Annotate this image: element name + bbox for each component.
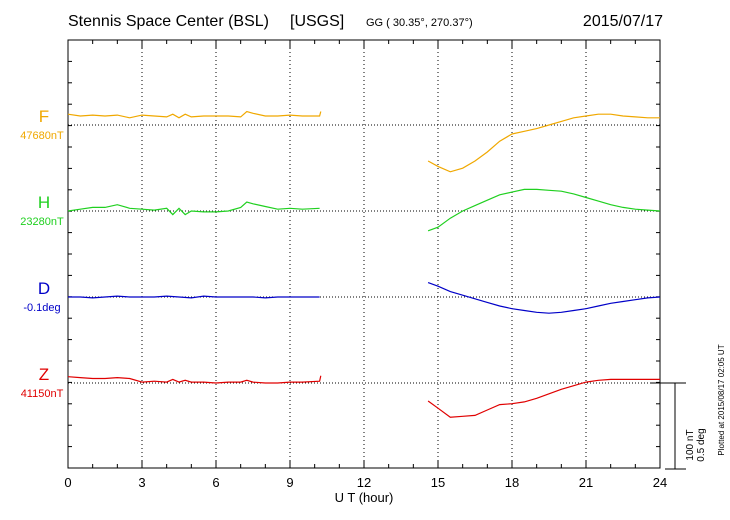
x-axis-title: U T (hour) [335, 490, 394, 505]
series-line-h [67, 201, 320, 216]
x-tick-label: 24 [653, 475, 667, 490]
series-baseline-value-d: -0.1deg [23, 302, 60, 314]
series-line-z [427, 378, 660, 418]
scale-bar: 100 nT 0.5 deg [651, 382, 707, 470]
date-label: 2015/07/17 [583, 13, 663, 30]
series-letter-h: H [38, 193, 50, 212]
series-line-f [427, 113, 660, 173]
series-labels: F 47680nT H 23280nT D -0.1deg Z 41150nT [20, 107, 64, 400]
station-title: Stennis Space Center (BSL) [68, 13, 269, 30]
series-line-d [427, 282, 661, 314]
x-tick-label: 3 [138, 475, 145, 490]
scale-bar-deg-label: 0.5 deg [696, 428, 707, 461]
series-line-f [67, 110, 322, 119]
x-tick-label: 15 [431, 475, 445, 490]
series-line-d [68, 295, 320, 299]
agency-label: [USGS] [290, 13, 344, 30]
series-lines [67, 110, 661, 418]
scale-bar-nt-label: 100 nT [685, 429, 696, 460]
grid-lines [141, 40, 587, 468]
x-tick-label: 9 [286, 475, 293, 490]
series-letter-z: Z [39, 365, 49, 384]
x-tick-label: 12 [357, 475, 371, 490]
axis-ticks [67, 40, 661, 469]
series-baseline-value-h: 23280nT [20, 216, 64, 228]
series-line-z [67, 375, 322, 384]
x-tick-label: 21 [579, 475, 593, 490]
x-tick-label: 6 [212, 475, 219, 490]
coords-label: GG ( 30.35°, 270.37°) [366, 17, 473, 29]
x-tick-label: 18 [505, 475, 519, 490]
series-line-h [427, 188, 661, 232]
x-tick-label: 0 [64, 475, 71, 490]
x-tick-labels: 0 3 6 9 12 15 18 21 24 [64, 475, 667, 490]
series-baseline-value-f: 47680nT [20, 130, 64, 142]
series-baseline-value-z: 41150nT [21, 388, 64, 400]
series-letter-f: F [39, 107, 49, 126]
plotted-note: Plotted at 2015/08/17 02:05 UT [717, 344, 726, 455]
series-letter-d: D [38, 279, 50, 298]
